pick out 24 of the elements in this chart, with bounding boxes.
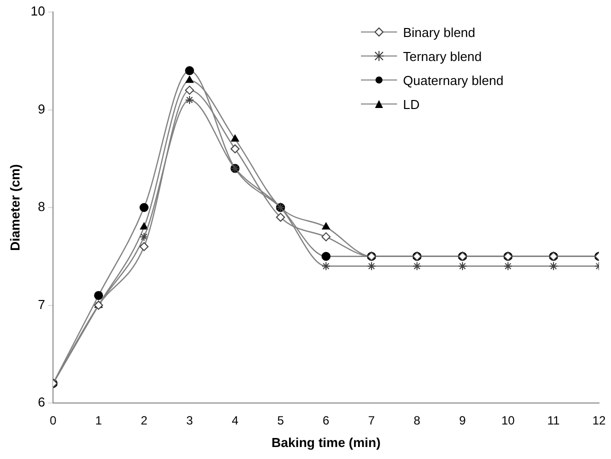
y-tick-label: 8	[38, 199, 46, 214]
legend-label: Ternary blend	[403, 48, 482, 64]
x-tick-label: 1	[95, 414, 102, 428]
x-tick-label: 5	[277, 414, 284, 428]
x-tick-label: 2	[140, 414, 148, 428]
x-tick-label: 3	[186, 414, 194, 428]
y-axis-title: Diameter (cm)	[7, 164, 22, 251]
x-axis-title: Baking time (min)	[271, 434, 381, 450]
y-tick-label: 10	[30, 4, 46, 19]
x-tick-label: 10	[501, 414, 516, 428]
x-tick-label: 9	[459, 414, 466, 428]
y-tick-label: 9	[38, 101, 46, 116]
legend-label: Binary blend	[403, 24, 476, 40]
x-tick-label: 8	[414, 414, 421, 428]
legend-label: Quaternary blend	[403, 72, 504, 88]
x-tick-label: 7	[368, 414, 376, 428]
x-tick-label: 11	[547, 414, 560, 428]
y-tick-label: 7	[38, 296, 46, 312]
x-tick-label: 0	[50, 414, 57, 428]
y-tick-label: 6	[38, 394, 46, 410]
x-tick-label: 12	[592, 414, 606, 428]
legend-label: LD	[403, 96, 420, 112]
x-tick-label: 4	[232, 414, 239, 428]
x-tick-label: 6	[322, 414, 330, 428]
